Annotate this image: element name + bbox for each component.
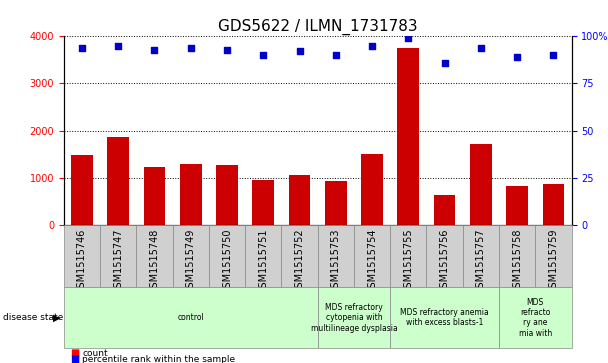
- Point: [295, 49, 305, 54]
- Bar: [282, 225, 317, 287]
- Bar: [499, 287, 572, 348]
- Bar: [108, 137, 129, 225]
- Bar: [180, 164, 202, 225]
- Text: GSM1515753: GSM1515753: [331, 228, 341, 294]
- Point: [222, 46, 232, 52]
- Bar: [64, 225, 100, 287]
- Text: GSM1515759: GSM1515759: [548, 228, 558, 294]
- Bar: [325, 181, 347, 225]
- Text: GSM1515757: GSM1515757: [476, 228, 486, 294]
- Bar: [426, 225, 463, 287]
- Text: ■: ■: [70, 354, 79, 363]
- Text: GSM1515756: GSM1515756: [440, 228, 449, 294]
- Point: [404, 35, 413, 41]
- Point: [113, 43, 123, 49]
- Text: MDS refractory
cytopenia with
multilineage dysplasia: MDS refractory cytopenia with multilinea…: [311, 303, 397, 333]
- Bar: [542, 184, 564, 225]
- Text: GSM1515750: GSM1515750: [222, 228, 232, 294]
- Bar: [398, 48, 419, 225]
- Text: GSM1515751: GSM1515751: [258, 228, 268, 294]
- Bar: [173, 225, 209, 287]
- Bar: [390, 287, 499, 348]
- Bar: [100, 225, 136, 287]
- Bar: [216, 165, 238, 225]
- Bar: [434, 195, 455, 225]
- Text: GSM1515758: GSM1515758: [512, 228, 522, 294]
- Bar: [64, 287, 317, 348]
- Bar: [463, 225, 499, 287]
- Text: percentile rank within the sample: percentile rank within the sample: [82, 355, 235, 363]
- Text: GSM1515755: GSM1515755: [403, 228, 413, 294]
- Point: [548, 52, 558, 58]
- Text: GSM1515749: GSM1515749: [186, 228, 196, 294]
- Point: [77, 45, 87, 50]
- Bar: [136, 225, 173, 287]
- Point: [150, 46, 159, 52]
- Point: [186, 45, 196, 50]
- Bar: [361, 154, 383, 225]
- Bar: [354, 225, 390, 287]
- Text: GSM1515747: GSM1515747: [113, 228, 123, 294]
- Text: GSM1515746: GSM1515746: [77, 228, 87, 294]
- Bar: [317, 225, 354, 287]
- Point: [331, 52, 340, 58]
- Text: count: count: [82, 349, 108, 358]
- Point: [476, 45, 486, 50]
- Point: [513, 54, 522, 60]
- Bar: [535, 225, 572, 287]
- Bar: [317, 287, 390, 348]
- Bar: [470, 144, 492, 225]
- Bar: [506, 186, 528, 225]
- Bar: [71, 155, 93, 225]
- Bar: [390, 225, 426, 287]
- Text: GSM1515754: GSM1515754: [367, 228, 377, 294]
- Text: GSM1515748: GSM1515748: [150, 228, 159, 294]
- Title: GDS5622 / ILMN_1731783: GDS5622 / ILMN_1731783: [218, 19, 418, 35]
- Bar: [245, 225, 282, 287]
- Point: [258, 52, 268, 58]
- Point: [440, 60, 449, 66]
- Bar: [289, 175, 311, 225]
- Text: disease state: disease state: [3, 313, 63, 322]
- Text: MDS refractory anemia
with excess blasts-1: MDS refractory anemia with excess blasts…: [400, 308, 489, 327]
- Bar: [499, 225, 535, 287]
- Text: ■: ■: [70, 348, 79, 358]
- Bar: [143, 167, 165, 225]
- Bar: [209, 225, 245, 287]
- Text: ▶: ▶: [53, 313, 60, 323]
- Text: MDS
refracto
ry ane
mia with: MDS refracto ry ane mia with: [519, 298, 552, 338]
- Bar: [252, 180, 274, 225]
- Text: GSM1515752: GSM1515752: [294, 228, 305, 294]
- Point: [367, 43, 377, 49]
- Text: control: control: [178, 313, 204, 322]
